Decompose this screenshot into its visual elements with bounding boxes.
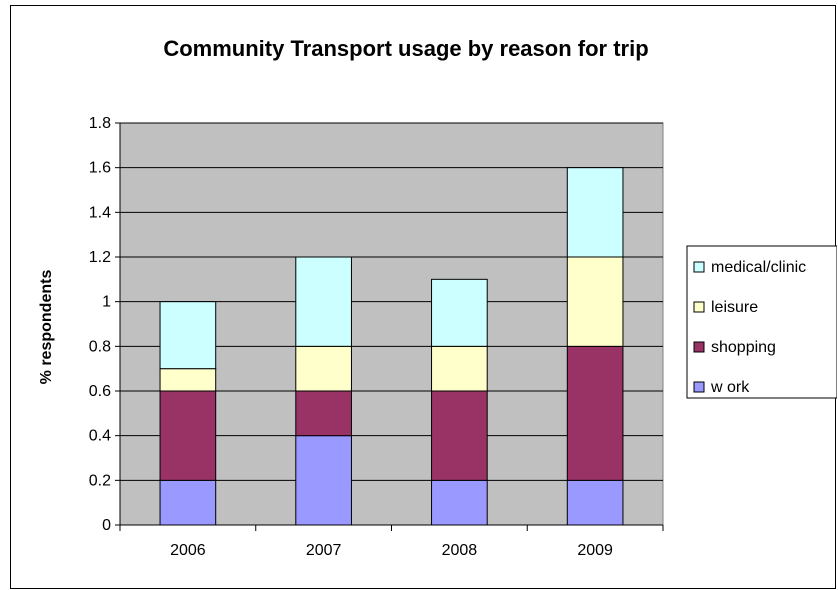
- bar-segment-w-ork-2009: [566, 479, 624, 526]
- x-tick-label: 2008: [442, 542, 478, 559]
- chart-area: Community Transport usage by reason for …: [10, 5, 837, 589]
- y-tick-label: 0.8: [89, 338, 111, 355]
- legend-swatch: [693, 381, 705, 393]
- y-tick-label: 1.8: [89, 115, 111, 132]
- stacked-bar-chart: Community Transport usage by reason for …: [38, 36, 837, 559]
- bar-segment-w-ork-2007: [295, 435, 352, 526]
- bar-segment-w-ork-2006: [159, 479, 217, 526]
- plot-area: 0 0.2 0.4 0.6 0.8 1 1.2 1.4 1.6 1.8 2006 2007 2008 20…: [89, 115, 664, 559]
- legend-swatch: [693, 261, 705, 273]
- y-tick-label: 1.6: [89, 160, 111, 177]
- y-tick-label: 1.2: [89, 249, 111, 266]
- x-tick-label: 2007: [306, 542, 342, 559]
- bar-segment-leisure-2009: [566, 256, 624, 347]
- legend-swatch: [693, 301, 705, 313]
- legend-label: w ork: [710, 379, 750, 396]
- bar-segment-medical-clinic-2008: [431, 278, 488, 347]
- bar-segment-leisure-2006: [159, 368, 217, 392]
- bar-segment-shopping-2009: [566, 345, 624, 481]
- bar-segment-shopping-2007: [295, 390, 352, 437]
- legend-label: leisure: [711, 299, 758, 316]
- bar-segment-medical-clinic-2006: [159, 301, 217, 370]
- legend: medical/clinic leisure shopping w ork: [686, 245, 837, 399]
- legend-box: [686, 245, 837, 399]
- bar-segment-w-ork-2008: [431, 479, 488, 526]
- y-tick-label: 1: [102, 294, 111, 311]
- chart-title: Community Transport usage by reason for …: [163, 36, 648, 61]
- bar-segment-leisure-2007: [295, 345, 352, 392]
- bar-segment-medical-clinic-2009: [566, 167, 624, 258]
- bar-segment-leisure-2008: [431, 345, 488, 392]
- legend-label: shopping: [711, 339, 776, 356]
- y-tick-label: 1.4: [89, 204, 111, 221]
- y-tick-label: 0.4: [89, 428, 111, 445]
- bar-segment-medical-clinic-2007: [295, 256, 352, 347]
- legend-swatch: [693, 341, 705, 353]
- x-tick-label: 2006: [170, 542, 206, 559]
- y-axis-title: % respondents: [38, 270, 55, 385]
- legend-label: medical/clinic: [711, 259, 806, 276]
- x-tick-label: 2009: [577, 542, 613, 559]
- y-tick-label: 0.6: [89, 383, 111, 400]
- bar-segment-shopping-2006: [159, 390, 217, 481]
- y-tick-label: 0: [102, 517, 111, 534]
- y-tick-label: 0.2: [89, 472, 111, 489]
- bar-segment-shopping-2008: [431, 390, 488, 481]
